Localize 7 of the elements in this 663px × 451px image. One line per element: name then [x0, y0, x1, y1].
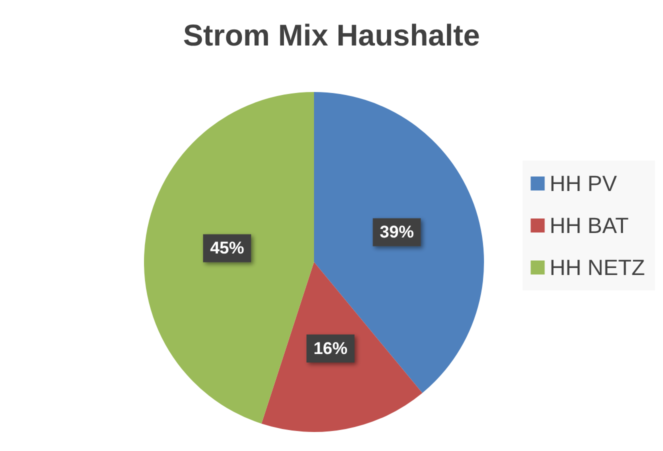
chart-title: Strom Mix Haushalte [183, 20, 480, 52]
data-label: 16% [313, 338, 348, 358]
legend-label: HH PV [550, 171, 618, 196]
data-label: 39% [380, 222, 414, 242]
legend-label: HH NETZ [550, 255, 645, 280]
data-label: 45% [210, 238, 244, 258]
legend-label: HH BAT [550, 213, 629, 238]
